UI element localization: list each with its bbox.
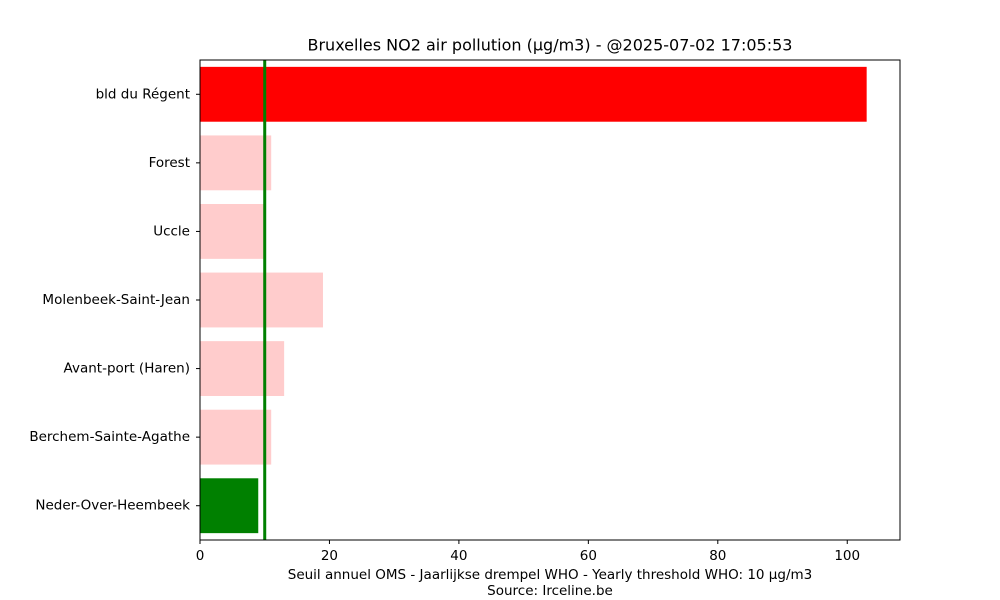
x-axis-label: Seuil annuel OMS - Jaarlijkse drempel WH… [288, 567, 813, 583]
bar [200, 135, 272, 191]
bar [200, 409, 272, 465]
x-tick-label: 20 [321, 548, 338, 564]
y-tick-label: bld du Régent [96, 86, 190, 102]
x-tick-label: 60 [580, 548, 597, 564]
x-tick-label: 40 [450, 548, 467, 564]
bar [200, 478, 259, 534]
y-tick-label: Berchem-Sainte-Agathe [29, 429, 190, 445]
y-tick-label: Neder-Over-Heembeek [35, 498, 190, 514]
x-tick-label: 0 [196, 548, 205, 564]
chart-title: Bruxelles NO2 air pollution (µg/m3) - @2… [308, 36, 793, 55]
bar [200, 66, 867, 122]
x-axis-source: Source: Irceline.be [487, 583, 613, 599]
y-tick-label: Uccle [153, 223, 190, 239]
plot-frame [199, 59, 901, 541]
bar [200, 341, 285, 396]
x-tick-label: 100 [834, 548, 860, 564]
x-tick-label: 80 [709, 548, 726, 564]
y-tick-label: Forest [149, 155, 190, 171]
bar [200, 272, 323, 328]
bar [200, 204, 265, 259]
y-tick-label: Molenbeek-Saint-Jean [42, 292, 190, 308]
y-tick-label: Avant-port (Haren) [64, 361, 190, 377]
